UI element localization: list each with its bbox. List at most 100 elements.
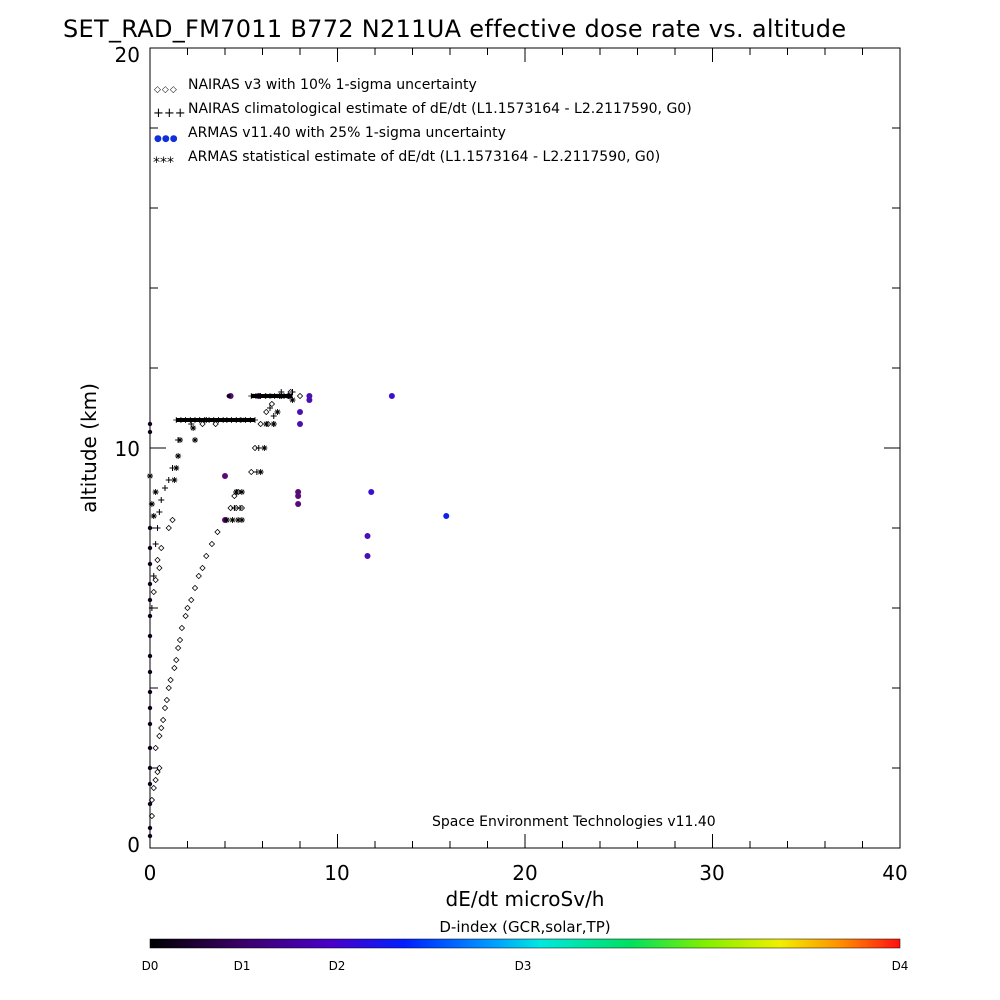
armas-measurement <box>147 765 153 771</box>
armas-measurement <box>147 833 153 839</box>
armas-stat-point <box>238 489 245 495</box>
nairas-clim-point <box>165 477 172 483</box>
armas-measurement <box>147 653 153 659</box>
nairas-point <box>152 776 159 784</box>
nairas-clim-point <box>148 605 155 611</box>
nairas-point <box>227 504 234 512</box>
nairas-point <box>182 612 189 620</box>
armas-measurement <box>147 545 153 551</box>
armas-stat-point <box>270 421 277 427</box>
armas-measurement <box>147 721 153 727</box>
armas-stat-point <box>223 517 230 523</box>
armas-stat-point <box>274 409 281 415</box>
nairas-point <box>148 812 156 820</box>
nairas-point <box>156 764 163 772</box>
armas-stat-point <box>150 513 157 519</box>
armas-stat-point <box>148 501 155 507</box>
armas-stat-point <box>171 477 178 483</box>
nairas-point <box>159 716 167 724</box>
colorbar-labels: D0 D1 D2 D3 D4 <box>142 959 909 973</box>
measurement-band-tick <box>252 417 258 423</box>
y-tick-label: 10 <box>115 437 140 461</box>
nairas-point <box>158 724 165 732</box>
armas-point <box>222 473 228 479</box>
armas-measurement <box>147 421 153 427</box>
y-tick-label: 20 <box>115 43 140 67</box>
armas-stat-point <box>177 437 183 443</box>
nairas-point <box>178 624 186 632</box>
legend: ◇◇◇ NAIRAS v3 with 10% 1-sigma uncertain… <box>153 77 692 171</box>
nairas-point <box>296 392 304 400</box>
chart-title: SET_RAD_FM7011 B772 N211UA effective dos… <box>63 15 846 43</box>
nairas-point <box>248 468 255 476</box>
colorbar-title: D-index (GCR,solar,TP) <box>439 918 610 936</box>
armas-measurement <box>147 689 153 695</box>
nairas-point <box>152 744 159 752</box>
y-axis-label: altitude (km) <box>77 383 101 513</box>
nairas-point <box>199 564 206 572</box>
legend-symbol-nairas-clim: +++ <box>153 106 186 121</box>
nairas-point <box>251 444 259 452</box>
nairas-point <box>174 644 182 652</box>
legend-label-nairas-clim: NAIRAS climatological estimate of dE/dt … <box>188 101 692 117</box>
armas-stat-point <box>190 425 197 431</box>
armas-point <box>443 513 450 519</box>
colorbar <box>149 938 901 949</box>
armas-point <box>295 493 302 499</box>
legend-symbol-armas: ●●● <box>154 134 178 144</box>
armas-stat-point <box>192 437 198 443</box>
x-tick-label: 10 <box>324 861 349 885</box>
nairas-point <box>171 664 178 672</box>
armas-point <box>368 489 375 495</box>
nairas-point <box>169 516 176 524</box>
nairas-point <box>212 420 219 428</box>
nairas-point <box>176 636 184 644</box>
nairas-point <box>214 528 221 536</box>
nairas-clim-point <box>150 573 157 579</box>
nairas-point <box>150 588 157 596</box>
nairas-clim-point <box>255 445 262 451</box>
nairas-point <box>165 684 172 692</box>
x-tick-label: 20 <box>512 861 537 885</box>
armas-stat-point <box>235 517 242 523</box>
armas-stat-point <box>263 421 270 427</box>
nairas-point <box>199 420 206 428</box>
armas-stat-point <box>175 453 182 459</box>
armas-point <box>364 553 371 559</box>
x-tick-label: 40 <box>882 861 907 885</box>
armas-point <box>388 393 395 399</box>
nairas-point <box>231 492 238 500</box>
armas-stat-point <box>173 465 180 471</box>
armas-point <box>306 393 313 399</box>
nairas-point <box>161 704 169 712</box>
nairas-point <box>165 524 172 532</box>
measurement-band-tick <box>285 393 292 399</box>
nairas-point <box>156 564 163 572</box>
colorbar-tick-label: D0 <box>142 959 159 973</box>
armas-stat-point <box>147 473 153 479</box>
nairas-clim-point <box>158 497 165 503</box>
nairas-point <box>203 552 210 560</box>
nairas-point <box>188 596 195 604</box>
nairas-point <box>208 540 216 548</box>
armas-point <box>295 501 302 507</box>
axis-ticks <box>149 47 901 849</box>
x-tick-label: 0 <box>144 861 157 885</box>
armas-measurement <box>226 393 231 399</box>
credit-annotation: Space Environment Technologies v11.40 <box>432 814 716 830</box>
armas-stat-point <box>152 489 159 495</box>
armas-measurement <box>147 561 153 567</box>
legend-symbol-nairas: ◇◇◇ <box>154 85 178 95</box>
armas-measurement <box>147 581 153 587</box>
armas-measurement <box>147 613 153 619</box>
colorbar-tick-label: D3 <box>515 959 532 973</box>
legend-label-armas-stat: ARMAS statistical estimate of dE/dt (L1.… <box>188 149 660 165</box>
data-marks <box>147 388 450 839</box>
armas-point <box>364 533 371 539</box>
nairas-point <box>154 556 161 564</box>
armas-point <box>297 421 303 427</box>
armas-measurement <box>147 633 153 639</box>
nairas-point <box>154 768 161 776</box>
legend-label-armas: ARMAS v11.40 with 25% 1-sigma uncertaint… <box>188 125 506 141</box>
